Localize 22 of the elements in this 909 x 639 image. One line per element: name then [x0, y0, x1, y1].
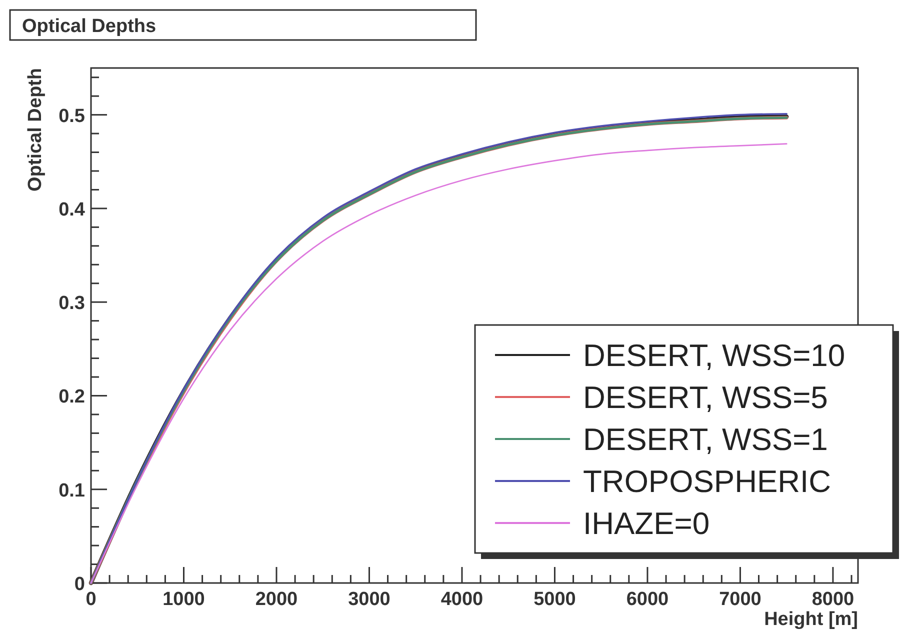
y-tick-label: 0: [74, 574, 85, 595]
legend-label: DESERT, WSS=1: [583, 422, 828, 457]
y-axis-title: Optical Depth: [25, 68, 46, 192]
x-tick-label: 6000: [626, 589, 669, 610]
x-tick-label: 5000: [534, 589, 576, 610]
legend-label: TROPOSPHERIC: [583, 464, 832, 499]
x-axis-title: Height [m]: [764, 609, 858, 630]
legend-label: DESERT, WSS=5: [583, 380, 828, 415]
chart-title: Optical Depths: [22, 16, 156, 37]
x-tick-label: 2000: [255, 589, 298, 610]
y-tick-label: 0.2: [58, 386, 85, 408]
x-tick-label: 1000: [162, 589, 205, 610]
y-tick-label: 0.4: [58, 199, 86, 220]
y-tick-label: 0.1: [58, 480, 86, 502]
y-tick-label: 0.5: [58, 106, 86, 127]
y-tick-label: 0.3: [58, 293, 85, 314]
x-tick-label: 4000: [440, 589, 484, 610]
x-tick-label: 3000: [348, 589, 390, 610]
x-tick-label: 8000: [812, 589, 854, 610]
legend-label: DESERT, WSS=10: [583, 338, 846, 373]
x-tick-label: 7000: [719, 589, 762, 610]
legend-label: IHAZE=0: [583, 506, 710, 541]
